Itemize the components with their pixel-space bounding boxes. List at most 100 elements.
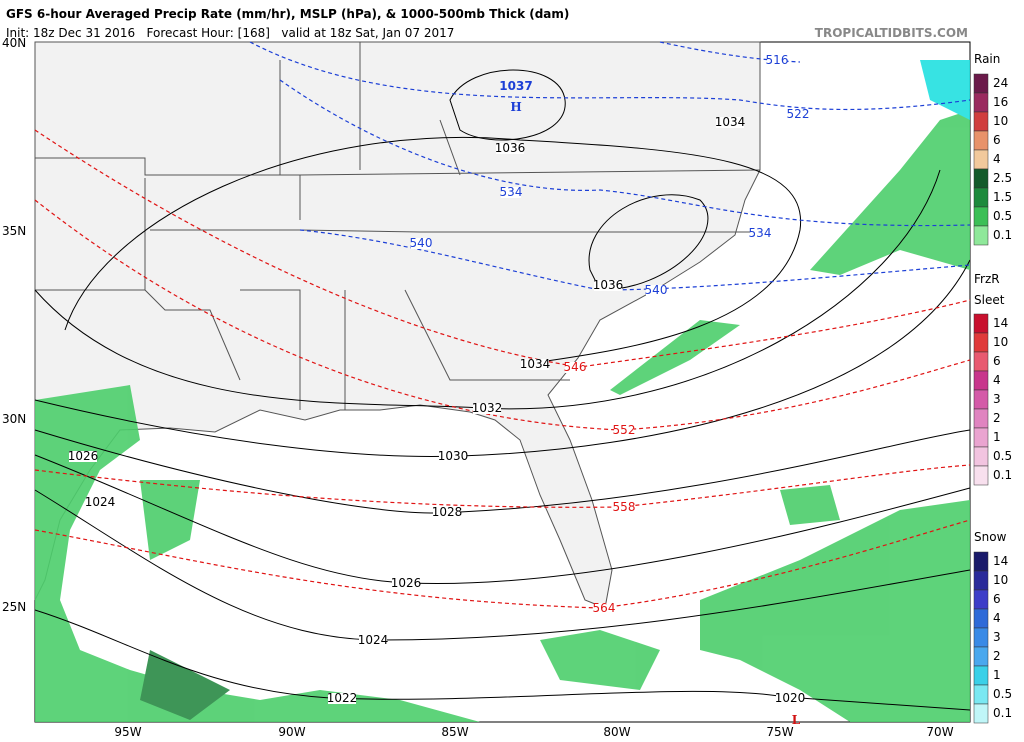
legend-label: 1 bbox=[993, 668, 1001, 682]
label-bg bbox=[594, 603, 614, 614]
thickness-label: 540 bbox=[410, 236, 433, 250]
isobar-label: 1034 bbox=[715, 115, 746, 129]
legend-label: 0.1 bbox=[993, 228, 1012, 242]
legend-swatch bbox=[973, 703, 989, 724]
label-bg bbox=[328, 693, 356, 704]
legend-label: 2 bbox=[993, 649, 1001, 663]
legend-label: 1.5 bbox=[993, 190, 1012, 204]
legend-label: 6 bbox=[993, 133, 1001, 147]
legend-label: 14 bbox=[993, 316, 1008, 330]
label-bg bbox=[433, 507, 461, 518]
legend-label: 0.5 bbox=[993, 209, 1012, 223]
legend-label: 6 bbox=[993, 354, 1001, 368]
legend-swatch bbox=[973, 92, 989, 113]
legend-swatch bbox=[973, 684, 989, 705]
legend-swatch bbox=[973, 351, 989, 372]
legend-label: 2 bbox=[993, 411, 1001, 425]
legend-label: 0.5 bbox=[993, 687, 1012, 701]
lon-label: 75W bbox=[766, 725, 793, 739]
label-bg bbox=[86, 497, 114, 508]
legend-subtitle: Sleet bbox=[974, 293, 1005, 307]
label-bg bbox=[750, 228, 770, 239]
legend-swatch bbox=[973, 665, 989, 686]
legend-label: 2.5 bbox=[993, 171, 1012, 185]
label-bg bbox=[594, 280, 622, 291]
isobar-label: 1032 bbox=[472, 401, 503, 415]
legend-label: 16 bbox=[993, 95, 1008, 109]
legend-swatch bbox=[973, 389, 989, 410]
legend-swatch bbox=[973, 427, 989, 448]
label-bg bbox=[411, 238, 431, 249]
legend-title: Snow bbox=[974, 530, 1007, 544]
isobar-label: 1036 bbox=[593, 278, 624, 292]
legend-label: 3 bbox=[993, 630, 1001, 644]
label-bg bbox=[614, 425, 634, 436]
legend-swatch bbox=[973, 646, 989, 667]
site-name: TROPICALTIDBITS.COM bbox=[815, 26, 968, 40]
legend-title: Rain bbox=[974, 52, 1000, 66]
legend-label: 0.5 bbox=[993, 449, 1012, 463]
legend-swatch bbox=[973, 149, 989, 170]
label-bg bbox=[473, 403, 501, 414]
legend-swatch bbox=[973, 313, 989, 334]
lon-label: 70W bbox=[926, 725, 953, 739]
isobar-label: 1026 bbox=[68, 449, 99, 463]
legend-label: 10 bbox=[993, 335, 1008, 349]
thickness-label: 546 bbox=[564, 360, 587, 374]
legend-label: 14 bbox=[993, 554, 1008, 568]
label-bg bbox=[521, 359, 549, 370]
lat-label: 25N bbox=[2, 600, 26, 614]
legend-swatch bbox=[973, 130, 989, 151]
legend-swatch bbox=[973, 168, 989, 189]
isobar-label: 1022 bbox=[327, 691, 358, 705]
isobar-label: 1020 bbox=[775, 691, 806, 705]
legend-swatch bbox=[973, 589, 989, 610]
label-bg bbox=[646, 285, 666, 296]
label-bg bbox=[359, 635, 387, 646]
label-bg bbox=[767, 55, 787, 66]
high-label: H bbox=[510, 100, 521, 114]
init-line: Init: 18z Dec 31 2016 Forecast Hour: [16… bbox=[6, 26, 454, 40]
label-bg bbox=[614, 502, 634, 513]
label-bg bbox=[69, 451, 97, 462]
label-bg bbox=[565, 362, 585, 373]
isobar-label: 1028 bbox=[432, 505, 463, 519]
legend-label: 24 bbox=[993, 76, 1008, 90]
legend-label: 4 bbox=[993, 611, 1001, 625]
legend-label: 0.1 bbox=[993, 706, 1012, 720]
lon-label: 95W bbox=[114, 725, 141, 739]
thickness-label: 558 bbox=[613, 500, 636, 514]
isobar-label: 1026 bbox=[391, 576, 422, 590]
label-bg bbox=[776, 693, 804, 704]
legend-swatch bbox=[973, 111, 989, 132]
lat-label: 30N bbox=[2, 412, 26, 426]
lat-label: 40N bbox=[2, 36, 26, 50]
legend-swatch bbox=[973, 551, 989, 572]
legend-swatch bbox=[973, 206, 989, 227]
thickness-label: 534 bbox=[500, 185, 523, 199]
legend-swatch bbox=[973, 332, 989, 353]
legend-swatch bbox=[973, 570, 989, 591]
legend-label: 1 bbox=[993, 430, 1001, 444]
legend-swatch bbox=[973, 465, 989, 486]
label-bg bbox=[501, 187, 521, 198]
precip bbox=[35, 60, 970, 722]
legend-swatch bbox=[973, 408, 989, 429]
isobar-label: 1034 bbox=[520, 357, 551, 371]
legend-label: 10 bbox=[993, 573, 1008, 587]
thickness-label: 534 bbox=[749, 226, 772, 240]
lon-label: 90W bbox=[278, 725, 305, 739]
isobars bbox=[34, 69, 971, 711]
legend-swatch bbox=[973, 187, 989, 208]
isobar-label: 1030 bbox=[438, 449, 469, 463]
legend-label: 0.1 bbox=[993, 468, 1012, 482]
label-bg bbox=[439, 451, 467, 462]
legend-label: 4 bbox=[993, 373, 1001, 387]
legend-label: 6 bbox=[993, 592, 1001, 606]
legend-swatch bbox=[973, 627, 989, 648]
thickness bbox=[34, 41, 971, 609]
legend-swatch bbox=[973, 370, 989, 391]
thickness-label: 552 bbox=[613, 423, 636, 437]
isobar-label: 1036 bbox=[495, 141, 526, 155]
